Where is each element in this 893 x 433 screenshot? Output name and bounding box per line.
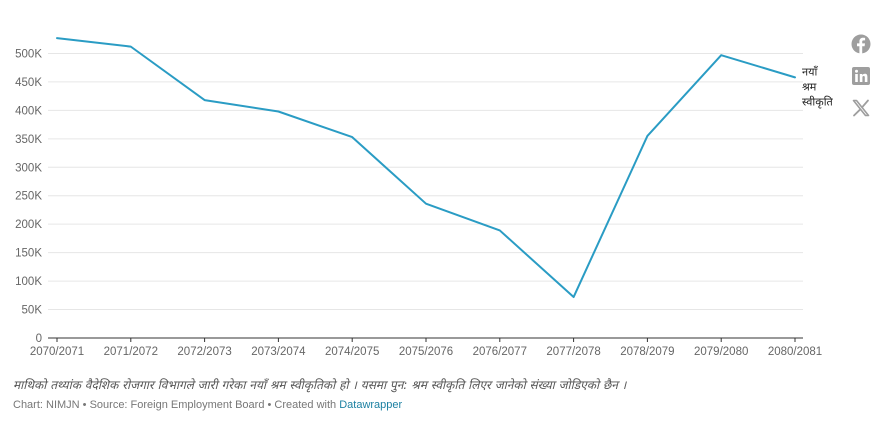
x-tick-label: 2075/2076 (399, 346, 453, 358)
chart-note: माथिको तथ्यांक वैदेशिक रोजगार विभागले जा… (13, 378, 627, 392)
y-tick-label: 100K (15, 276, 42, 288)
x-icon[interactable] (851, 98, 871, 118)
chart-credits: Chart: NIMJN • Source: Foreign Employmen… (13, 399, 402, 411)
x-tick-label: 2073/2074 (251, 346, 306, 358)
y-tick-label: 500K (15, 48, 42, 60)
series-label-line: श्रम (802, 80, 817, 93)
x-tick-label: 2076/2077 (473, 346, 527, 358)
x-tick-label: 2079/2080 (694, 346, 748, 358)
series-line (56, 37, 796, 299)
series-label-line: स्वीकृति (802, 95, 834, 108)
y-tick-label: 300K (15, 162, 42, 174)
series-label-line: नयाँ (802, 65, 818, 78)
linkedin-icon[interactable] (851, 66, 871, 86)
x-tick-label: 2071/2072 (104, 346, 158, 358)
x-tick-label: 2078/2079 (620, 346, 674, 358)
x-tick-label: 2080/2081 (768, 346, 822, 358)
x-tick-label: 2072/2073 (177, 346, 231, 358)
facebook-icon[interactable] (851, 34, 871, 54)
series-label: नयाँ श्रम स्वीकृति (802, 65, 834, 108)
x-tick-label: 2077/2078 (546, 346, 600, 358)
gridlines (48, 52, 803, 311)
y-tick-label: 450K (15, 77, 42, 89)
credits-text: Chart: NIMJN • Source: Foreign Employmen… (13, 399, 340, 411)
y-axis-ticks: 0 50K 100K 150K 200K 250K 300K 350K 400K 450K 500K (15, 48, 42, 345)
x-tick-label: 2070/2071 (30, 346, 84, 358)
series-group: नयाँ श्रम स्वीकृति (56, 37, 834, 299)
y-tick-label: 0 (36, 333, 42, 345)
x-tick-label: 2074/2075 (325, 346, 379, 358)
y-tick-label: 400K (15, 105, 42, 117)
datawrapper-link[interactable]: Datawrapper (339, 399, 403, 411)
y-tick-label: 200K (15, 219, 42, 231)
y-tick-label: 150K (15, 248, 42, 260)
y-tick-label: 350K (15, 134, 42, 146)
y-tick-label: 50K (22, 305, 43, 317)
y-tick-label: 250K (15, 191, 42, 203)
x-axis-ticks: 2070/2071 2071/2072 2072/2073 2073/2074 2074… (30, 338, 822, 358)
